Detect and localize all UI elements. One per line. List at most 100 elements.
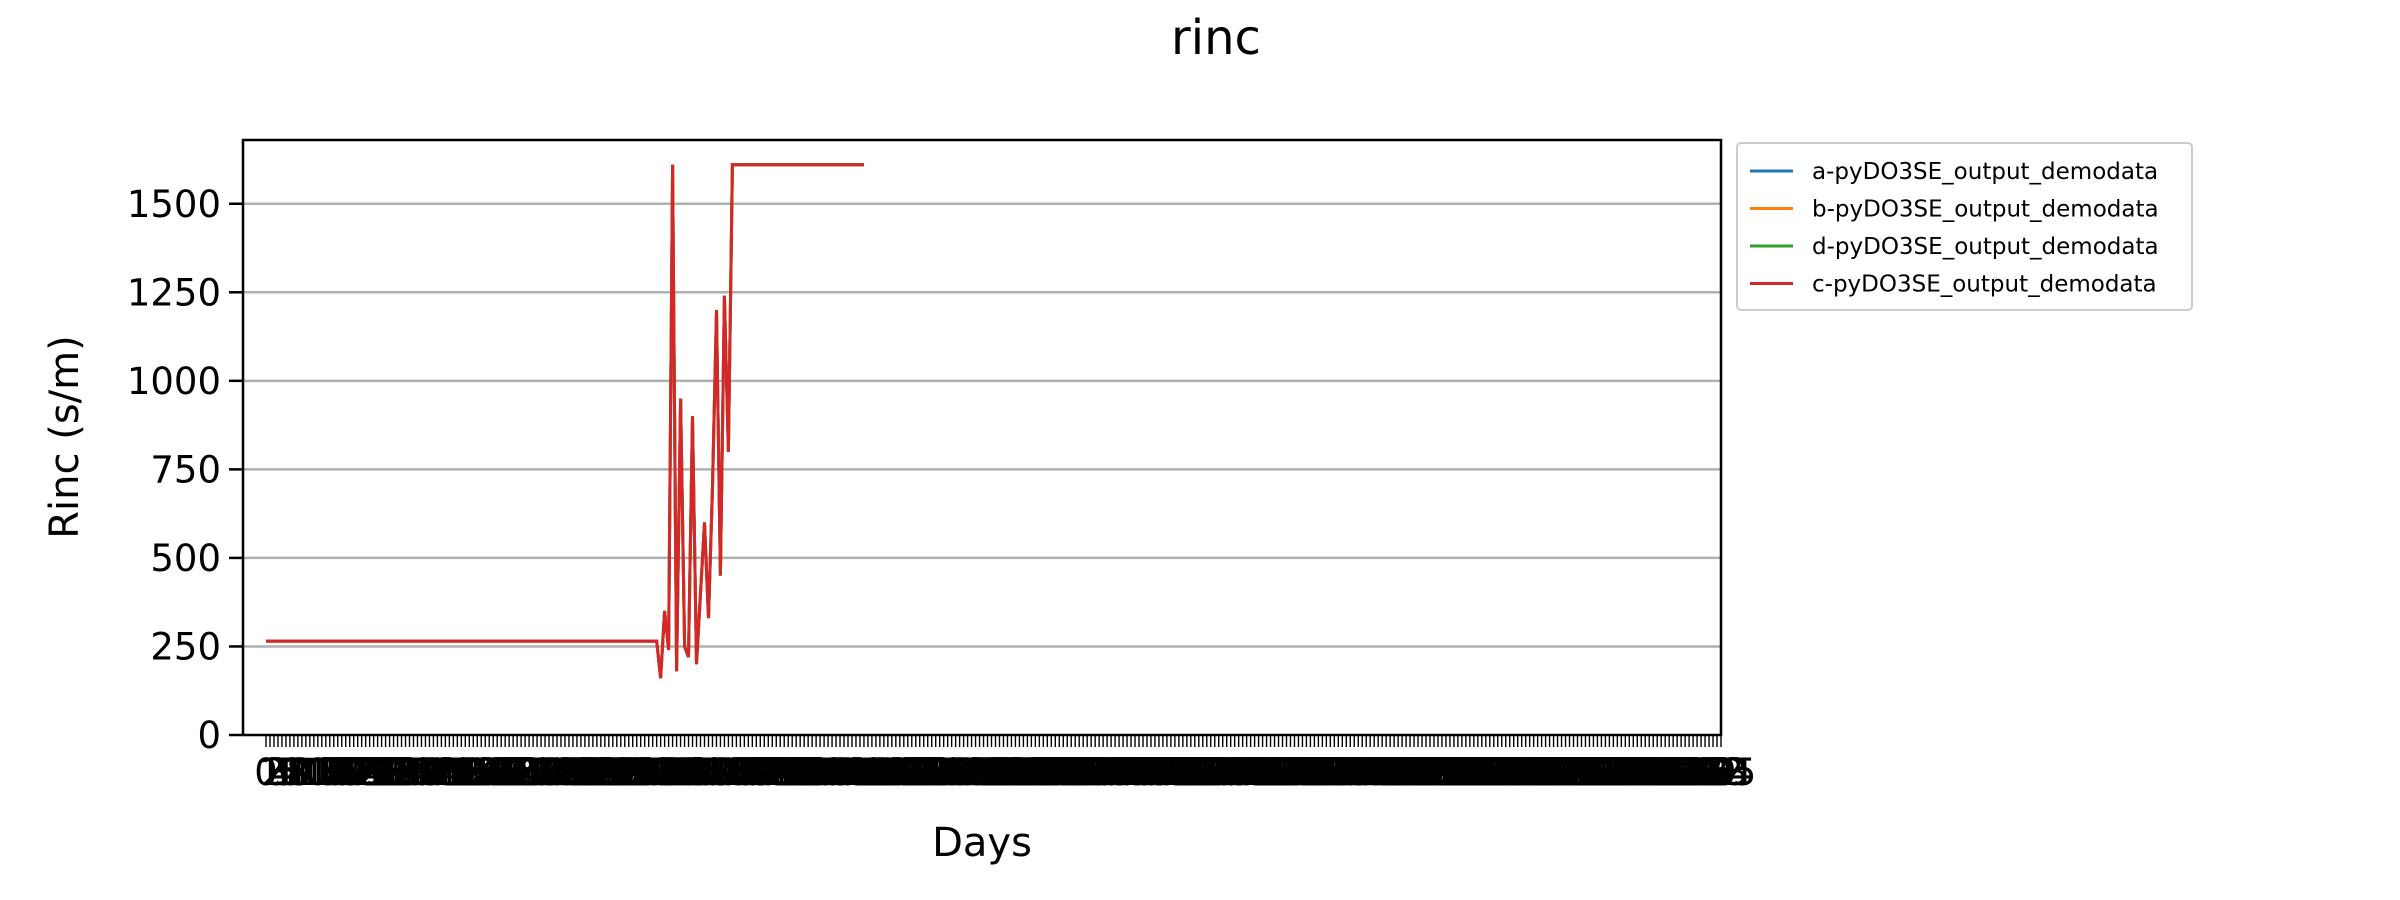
x-tick-label: 226 — [1132, 751, 1203, 794]
x-tick-label: 9 — [290, 751, 314, 794]
x-tick-label: 342 — [1594, 751, 1665, 794]
x-tick-label: 17 — [310, 751, 357, 794]
x-tick-label: 30 — [362, 751, 409, 794]
x-tick-label: 191 — [992, 751, 1063, 794]
x-tick-label: 224 — [1124, 751, 1195, 794]
x-tick-label: 149 — [825, 751, 896, 794]
x-tick-label: 44 — [418, 751, 465, 794]
x-tick-label: 86 — [585, 751, 632, 794]
x-tick-label: 347 — [1614, 751, 1685, 794]
x-tick-label: 142 — [797, 751, 868, 794]
x-tick-label: 124 — [725, 751, 796, 794]
x-tick-label: 274 — [1323, 751, 1394, 794]
x-tick-label: 266 — [1291, 751, 1362, 794]
x-tick-label: 252 — [1235, 751, 1306, 794]
x-tick-label: 24 — [338, 751, 385, 794]
x-tick-label: 6 — [278, 751, 302, 794]
x-tick-label: 8 — [286, 751, 310, 794]
x-tick-label: 180 — [948, 751, 1019, 794]
x-tick-label: 304 — [1443, 751, 1514, 794]
x-tick-label: 151 — [833, 751, 904, 794]
x-tick-label: 243 — [1199, 751, 1270, 794]
x-tick-label: 150 — [829, 751, 900, 794]
x-tick-label: 120 — [709, 751, 780, 794]
x-tick-label: 353 — [1638, 751, 1709, 794]
x-tick-label: 271 — [1311, 751, 1382, 794]
x-tick-label: 56 — [466, 751, 513, 794]
x-tick-label: 185 — [968, 751, 1039, 794]
x-tick-label: 212 — [1076, 751, 1147, 794]
x-tick-label: 194 — [1004, 751, 1075, 794]
x-tick-label: 287 — [1375, 751, 1446, 794]
x-tick-label: 263 — [1279, 751, 1350, 794]
x-tick-label: 351 — [1630, 751, 1701, 794]
x-tick-label: 67 — [510, 751, 557, 794]
x-tick-label: 103 — [641, 751, 712, 794]
x-tick-label: 112 — [677, 751, 748, 794]
y-tick-label: 1250 — [127, 271, 221, 314]
x-tick-label: 25 — [342, 751, 389, 794]
x-tick-label: 357 — [1654, 751, 1725, 794]
x-tick-label: 221 — [1112, 751, 1183, 794]
x-tick-label: 254 — [1243, 751, 1314, 794]
x-tick-label: 163 — [880, 751, 951, 794]
x-tick-label: 80 — [561, 751, 608, 794]
x-tick-label: 136 — [773, 751, 844, 794]
x-tick-label: 133 — [761, 751, 832, 794]
legend: a-pyDO3SE_output_demodata b-pyDO3SE_outpu… — [1736, 142, 2193, 311]
x-tick-label: 156 — [853, 751, 924, 794]
x-tick-label: 268 — [1299, 751, 1370, 794]
x-tick-label: 165 — [888, 751, 959, 794]
x-tick-label: 110 — [669, 751, 740, 794]
x-tick-label: 184 — [964, 751, 1035, 794]
x-tick-label: 27 — [350, 751, 397, 794]
x-tick-label: 305 — [1447, 751, 1518, 794]
x-tick-label: 111 — [673, 751, 744, 794]
x-tick-label: 244 — [1203, 751, 1274, 794]
x-tick-label: 12 — [290, 751, 337, 794]
x-tick-label: 246 — [1211, 751, 1282, 794]
x-tick-label: 28 — [354, 751, 401, 794]
x-tick-label: 83 — [573, 751, 620, 794]
x-tick-label: 307 — [1454, 751, 1525, 794]
x-tick-label: 336 — [1570, 751, 1641, 794]
x-tick-label: 192 — [996, 751, 1067, 794]
x-tick-label: 306 — [1450, 751, 1521, 794]
x-tick-label: 229 — [1144, 751, 1215, 794]
x-tick-label: 349 — [1622, 751, 1693, 794]
x-tick-label: 166 — [892, 751, 963, 794]
x-tick-label: 172 — [916, 751, 987, 794]
x-tick-label: 225 — [1128, 751, 1199, 794]
x-tick-label: 38 — [394, 751, 441, 794]
x-tick-label: 279 — [1343, 751, 1414, 794]
legend-label-1: a-pyDO3SE_output_demodata — [1812, 159, 2158, 185]
y-tick-label: 0 — [197, 714, 221, 757]
x-tick-label: 291 — [1391, 751, 1462, 794]
x-tick-label: 99 — [637, 751, 684, 794]
x-tick-label: 303 — [1439, 751, 1510, 794]
x-tick-label: 319 — [1502, 751, 1573, 794]
x-tick-label: 174 — [924, 751, 995, 794]
x-tick-label: 107 — [657, 751, 728, 794]
x-tick-label: 210 — [1068, 751, 1139, 794]
x-tick-label: 75 — [541, 751, 588, 794]
x-tick-label: 324 — [1522, 751, 1593, 794]
x-tick-label: 269 — [1303, 751, 1374, 794]
x-tick-label: 87 — [589, 751, 636, 794]
x-tick-label: 205 — [1048, 751, 1119, 794]
x-tick-label: 222 — [1116, 751, 1187, 794]
x-tick-label: 182 — [956, 751, 1027, 794]
x-tick-label: 202 — [1036, 751, 1107, 794]
x-tick-label: 314 — [1482, 751, 1553, 794]
x-tick-label: 346 — [1610, 751, 1681, 794]
x-tick-label: 129 — [745, 751, 816, 794]
x-tick-label: 227 — [1136, 751, 1207, 794]
x-tick-label: 42 — [410, 751, 457, 794]
x-tick-label: 173 — [920, 751, 991, 794]
x-tick-label: 85 — [581, 751, 628, 794]
x-tick-label: 77 — [549, 751, 596, 794]
x-tick-label: 267 — [1295, 751, 1366, 794]
x-tick-label: 1 — [258, 751, 282, 794]
x-tick-label: 218 — [1100, 751, 1171, 794]
x-tick-label: 88 — [593, 751, 640, 794]
